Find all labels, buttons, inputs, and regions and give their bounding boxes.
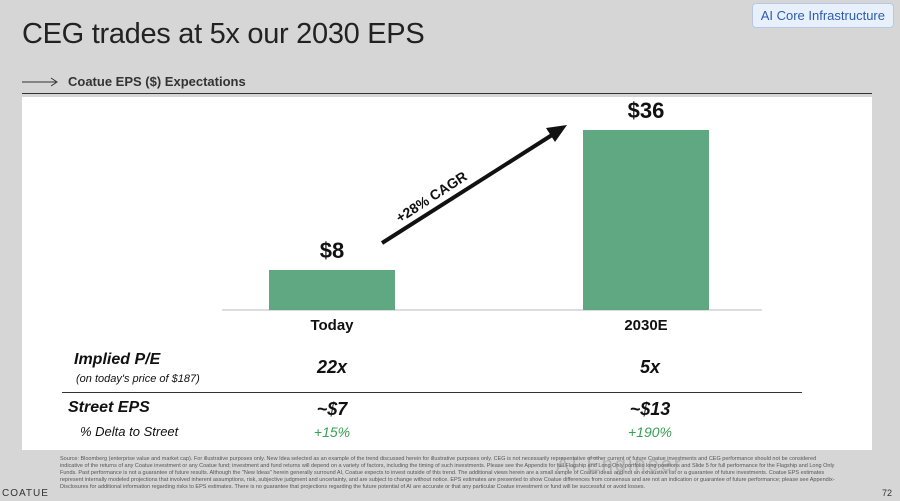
header-divider — [22, 93, 872, 94]
source-disclaimer: Source: Bloomberg (enterprise value and … — [60, 456, 835, 490]
row-label-implied-pe: Implied P/E — [74, 351, 161, 368]
row-label-street-eps: Street EPS — [68, 399, 150, 416]
section-header: Coatue EPS ($) Expectations — [22, 74, 246, 89]
row-label-delta: % Delta to Street — [80, 424, 179, 439]
page-number: 72 — [881, 488, 892, 498]
chart-panel: $8 $36 Today 2030E +28% CAGR Implied P/E… — [22, 97, 872, 450]
cagr-arrow — [380, 125, 567, 245]
arrow-right-icon — [22, 77, 58, 86]
bar-today — [269, 270, 395, 310]
implied-pe-today: 22x — [316, 357, 348, 377]
eps-bar-chart: $8 $36 Today 2030E +28% CAGR — [222, 98, 762, 334]
data-label-2030e: $36 — [628, 98, 665, 123]
category-label-2030e: 2030E — [624, 317, 667, 334]
street-eps-2030e: ~$13 — [629, 399, 671, 419]
category-badge[interactable]: AI Core Infrastructure — [751, 3, 894, 28]
data-label-today: $8 — [320, 238, 344, 263]
delta-2030e: +190% — [628, 424, 672, 440]
delta-today: +15% — [313, 424, 351, 440]
slide-title: CEG trades at 5x our 2030 EPS — [22, 18, 425, 50]
implied-pe-2030e: 5x — [639, 357, 661, 377]
section-label: Coatue EPS ($) Expectations — [68, 74, 246, 89]
street-eps-today: ~$7 — [316, 399, 348, 419]
row-sublabel-implied-pe: (on today's price of $187) — [76, 373, 200, 385]
category-label-today: Today — [310, 317, 354, 334]
watermark: AI Engineer — [556, 454, 683, 476]
bar-2030e — [583, 130, 709, 310]
coatue-logo: COATUE — [2, 488, 49, 499]
table-divider — [62, 392, 802, 393]
